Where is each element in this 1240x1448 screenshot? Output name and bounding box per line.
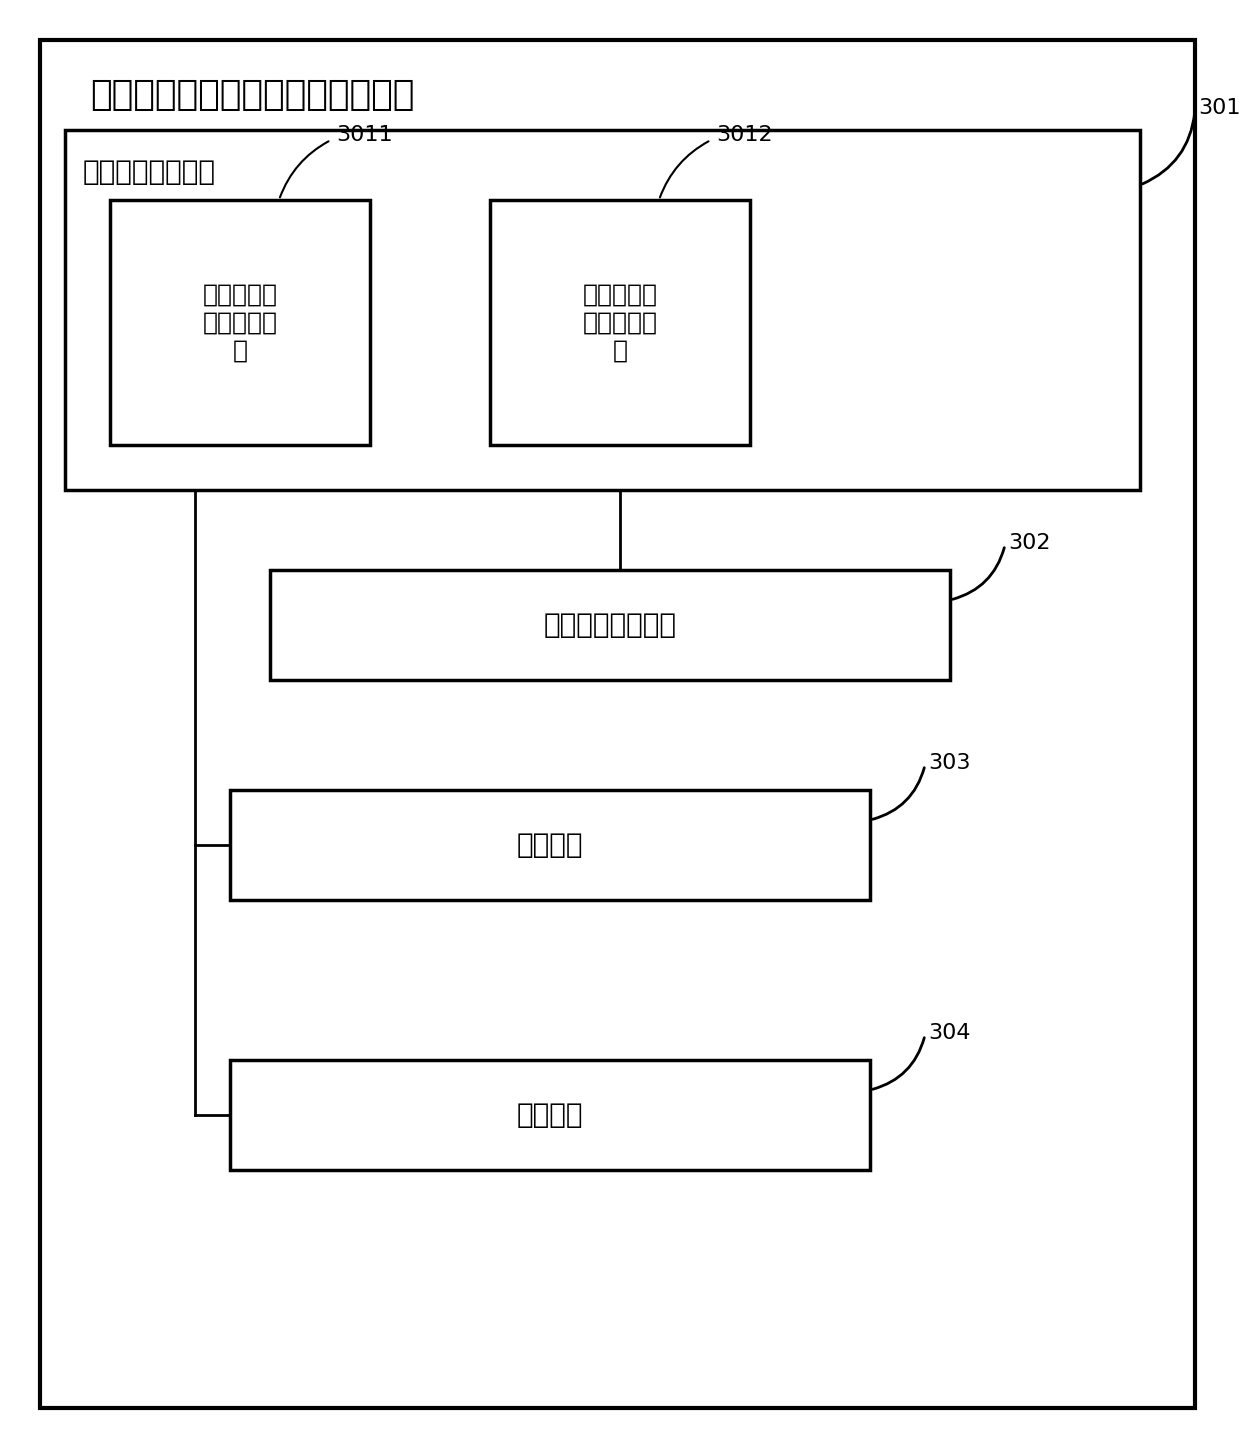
Bar xyxy=(490,200,750,445)
Text: 第二图像处理模块: 第二图像处理模块 xyxy=(543,611,677,639)
Bar xyxy=(270,571,950,681)
Text: 印制模块: 印制模块 xyxy=(517,1100,583,1129)
Text: 3011: 3011 xyxy=(336,125,393,145)
Text: 303: 303 xyxy=(928,753,971,773)
Bar xyxy=(64,130,1140,489)
Bar xyxy=(229,1060,870,1170)
Bar xyxy=(229,791,870,901)
Text: 打样模块: 打样模块 xyxy=(517,831,583,859)
Text: 覆膜印刷品的颜色偏差的控制系统: 覆膜印刷品的颜色偏差的控制系统 xyxy=(91,78,414,111)
Text: 印刷颜色数
据集采集装
置: 印刷颜色数 据集采集装 置 xyxy=(202,282,278,362)
Text: 3012: 3012 xyxy=(715,125,773,145)
Text: 覆膜颜色数
据集采集装
置: 覆膜颜色数 据集采集装 置 xyxy=(583,282,657,362)
Text: 302: 302 xyxy=(1008,533,1050,553)
Text: 301: 301 xyxy=(1198,98,1240,117)
Bar xyxy=(110,200,370,445)
Text: 304: 304 xyxy=(928,1022,971,1043)
Text: 第一图像处理模块: 第一图像处理模块 xyxy=(83,158,216,185)
